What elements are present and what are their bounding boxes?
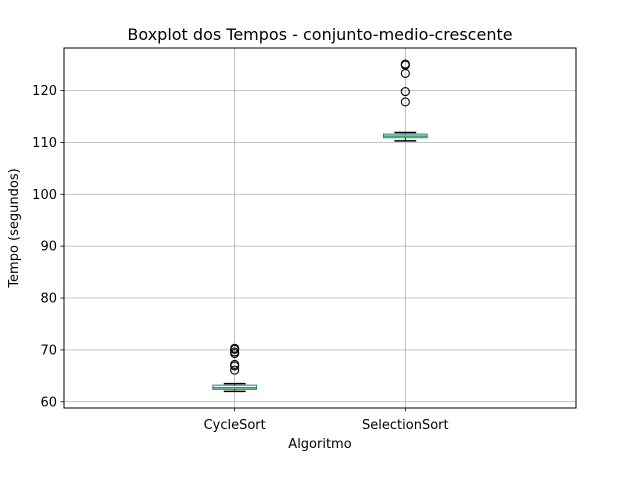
grid-lines [64,48,576,408]
chart-title: Boxplot dos Tempos - conjunto-medio-cres… [127,25,512,44]
outlier-point [230,365,240,375]
outlier-point [400,97,410,107]
outlier-point [230,359,240,369]
x-tick-label: CycleSort [204,418,266,433]
y-tick-label: 80 [40,292,57,307]
outlier-point [400,59,410,69]
y-tick-label: 70 [40,343,57,358]
plot-area-frame [63,47,577,409]
y-tick-label: 110 [32,136,57,151]
box-elements [212,59,428,393]
x-axis-label: Algoritmo [288,437,351,452]
axis-ticks: 60 70 80 90 100 110 120 CycleSort SelectionSort [32,84,448,433]
y-tick-label: 120 [32,84,57,99]
outlier-point [400,87,410,97]
y-tick-label: 100 [32,188,57,203]
outlier-point [230,343,240,353]
y-tick-label: 60 [40,395,57,410]
x-tick-label: SelectionSort [362,418,449,433]
y-tick-label: 90 [40,240,57,255]
outlier-point [230,347,240,357]
y-axis-label: Tempo (segundos) [7,168,22,288]
